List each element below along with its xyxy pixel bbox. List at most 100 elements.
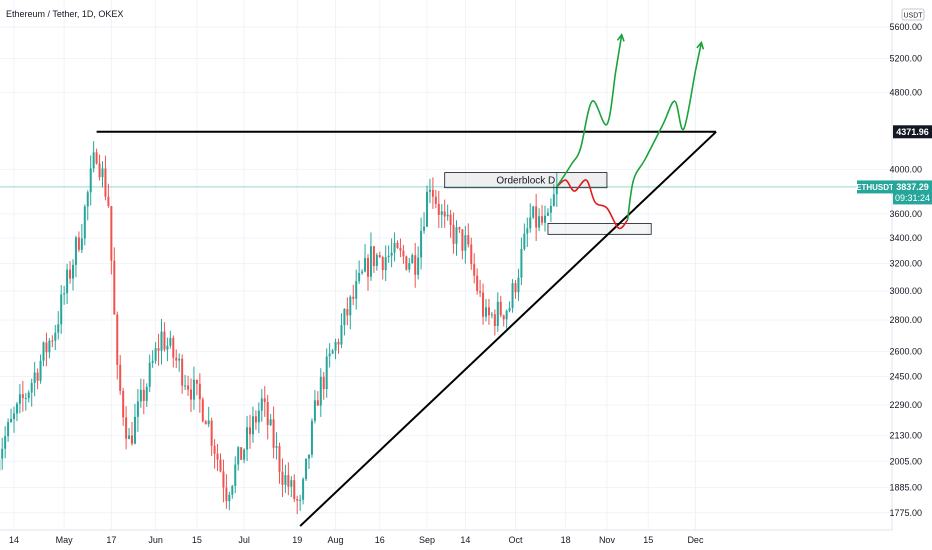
- orderblock-zone[interactable]: [444, 172, 608, 189]
- candle: [405, 255, 408, 271]
- candle: [290, 476, 293, 498]
- time-tick-label: 14: [460, 535, 470, 545]
- candle: [131, 422, 133, 446]
- candle: [142, 379, 145, 415]
- candle: [166, 337, 169, 362]
- currency-badge[interactable]: [901, 8, 925, 21]
- candle: [428, 178, 431, 204]
- candle: [219, 453, 222, 473]
- candle: [125, 406, 128, 450]
- time-tick-label: 16: [375, 535, 385, 545]
- candle: [437, 190, 440, 228]
- arrow-head-icon: [616, 33, 625, 42]
- price-tick-label: 2130.00: [889, 431, 922, 441]
- candle: [80, 223, 83, 254]
- price-tick-label: 2005.00: [889, 456, 922, 466]
- time-tick-label: Sep: [419, 535, 435, 545]
- candle: [381, 255, 384, 280]
- candle: [482, 283, 485, 325]
- price-axis-panel[interactable]: [892, 0, 932, 530]
- candle: [396, 240, 399, 249]
- candle: [10, 408, 13, 423]
- candle: [340, 313, 343, 349]
- candle: [470, 237, 473, 270]
- candle: [249, 414, 251, 449]
- candle: [113, 247, 116, 315]
- candle: [201, 397, 204, 423]
- demand-zone[interactable]: [547, 222, 652, 235]
- candle: [210, 417, 213, 456]
- price-tick-label: 2450.00: [889, 372, 922, 382]
- candle: [284, 464, 287, 493]
- candle: [473, 253, 476, 284]
- candle: [260, 389, 263, 422]
- vertical-gridlines: [13, 0, 696, 530]
- time-tick-label: 18: [561, 535, 571, 545]
- candle: [520, 237, 523, 285]
- candle: [464, 226, 467, 264]
- candle: [443, 199, 446, 228]
- candle: [325, 348, 328, 398]
- candle: [63, 285, 66, 305]
- candle: [535, 193, 538, 242]
- time-tick-label: 15: [192, 535, 202, 545]
- candle: [133, 403, 136, 445]
- candle: [296, 495, 299, 515]
- candle: [287, 462, 290, 496]
- candle: [355, 269, 358, 310]
- candle: [511, 279, 514, 313]
- candle: [308, 454, 310, 469]
- candle: [302, 477, 305, 505]
- candle: [375, 252, 378, 271]
- currency-label: USDT: [903, 13, 923, 20]
- time-tick-label: Nov: [599, 535, 616, 545]
- horizontal-gridlines: [0, 26, 892, 514]
- bullish-projection-path[interactable]: [556, 34, 623, 188]
- candle: [169, 330, 172, 349]
- candle: [190, 378, 192, 412]
- candle: [393, 232, 396, 262]
- price-tick-label: 5600.00: [889, 22, 922, 32]
- price-tick-label: 3400.00: [889, 233, 922, 243]
- candle: [493, 309, 496, 336]
- candle: [305, 458, 308, 481]
- candle: [322, 372, 325, 400]
- bearish-projection-path[interactable]: [556, 179, 629, 230]
- time-tick-label: Jul: [238, 535, 250, 545]
- candle: [532, 205, 535, 219]
- candle: [257, 402, 260, 434]
- time-tick-label: 17: [106, 535, 116, 545]
- last-price: 3837.29: [896, 182, 929, 192]
- candle: [476, 268, 479, 295]
- candle: [251, 406, 254, 443]
- candle: [458, 226, 461, 233]
- candle: [45, 332, 48, 367]
- ascending-trendline[interactable]: [299, 131, 717, 527]
- candle: [546, 208, 549, 217]
- price-tick-label: 4000.00: [889, 164, 922, 174]
- projections-layer: [556, 33, 705, 230]
- candle: [175, 349, 178, 369]
- candle: [60, 285, 63, 334]
- candle: [538, 208, 541, 232]
- candle: [420, 217, 423, 270]
- candle: [414, 242, 417, 288]
- candle: [505, 309, 508, 329]
- candle: [254, 410, 257, 430]
- price-tick-label: 2600.00: [889, 346, 922, 356]
- candle: [367, 254, 369, 291]
- candle: [461, 229, 464, 260]
- candle: [157, 333, 160, 366]
- candle: [281, 458, 284, 497]
- candle: [216, 443, 219, 472]
- candle: [499, 295, 502, 318]
- time-tick-label: May: [56, 535, 74, 545]
- candle: [358, 260, 361, 284]
- time-tick-label: 14: [9, 535, 19, 545]
- time-axis-panel[interactable]: [0, 530, 932, 550]
- candle: [434, 189, 437, 209]
- bullish-projection-path[interactable]: [626, 42, 703, 220]
- time-tick-label: Jun: [148, 535, 163, 545]
- candle: [27, 390, 30, 403]
